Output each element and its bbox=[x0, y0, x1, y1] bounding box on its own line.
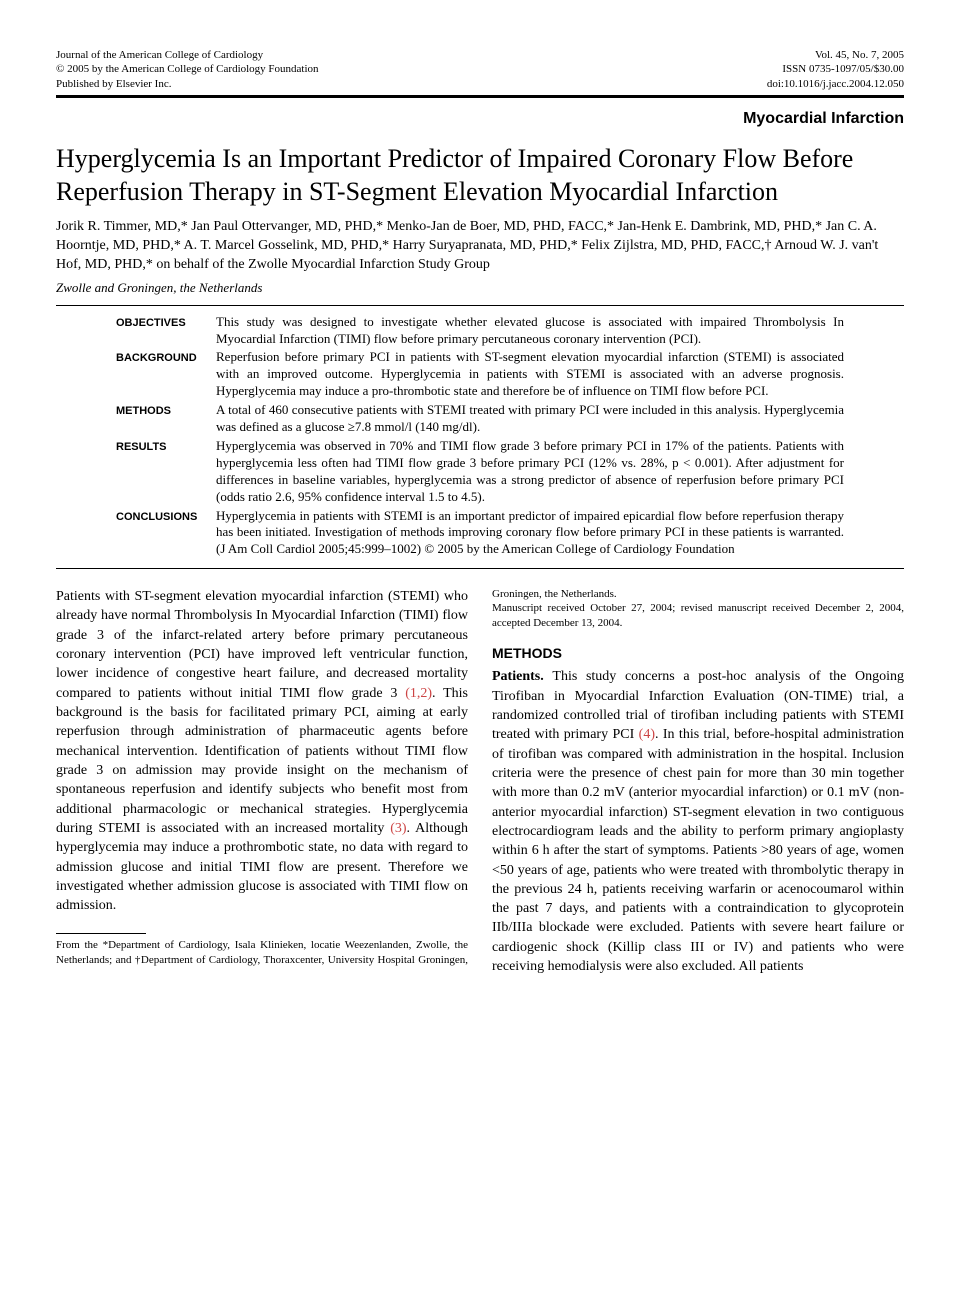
abs-label-conclusions: CONCLUSIONS bbox=[116, 508, 216, 559]
journal-name: Journal of the American College of Cardi… bbox=[56, 48, 319, 62]
abs-text-methods: A total of 460 consecutive patients with… bbox=[216, 402, 844, 436]
ref-1-2[interactable]: (1,2) bbox=[405, 686, 432, 701]
methods-text-b: . In this trial, before-hospital adminis… bbox=[492, 727, 904, 974]
author-list: Jorik R. Timmer, MD,* Jan Paul Ottervang… bbox=[56, 218, 904, 275]
intro-text-a: Patients with ST-segment elevation myoca… bbox=[56, 589, 468, 701]
volume-line: Vol. 45, No. 7, 2005 bbox=[767, 48, 904, 62]
affiliation-line: Zwolle and Groningen, the Netherlands bbox=[56, 279, 904, 297]
ref-4[interactable]: (4) bbox=[639, 727, 655, 742]
header-right: Vol. 45, No. 7, 2005 ISSN 0735-1097/05/$… bbox=[767, 48, 904, 91]
footnote-dates: Manuscript received October 27, 2004; re… bbox=[492, 601, 904, 630]
methods-paragraph: Patients. This study concerns a post-hoc… bbox=[492, 667, 904, 976]
abs-text-results: Hyperglycemia was observed in 70% and TI… bbox=[216, 438, 844, 506]
methods-heading: METHODS bbox=[492, 644, 904, 663]
journal-header: Journal of the American College of Cardi… bbox=[56, 48, 904, 91]
intro-text-b: . This background is the basis for facil… bbox=[56, 686, 468, 836]
abstract-results: RESULTS Hyperglycemia was observed in 70… bbox=[116, 438, 844, 506]
patients-runin: Patients. bbox=[492, 669, 552, 684]
abstract-conclusions: CONCLUSIONS Hyperglycemia in patients wi… bbox=[116, 508, 844, 559]
article-title: Hyperglycemia Is an Important Predictor … bbox=[56, 143, 904, 208]
abs-label-methods: METHODS bbox=[116, 402, 216, 436]
abs-label-background: BACKGROUND bbox=[116, 349, 216, 400]
issn-line: ISSN 0735-1097/05/$30.00 bbox=[767, 62, 904, 76]
abstract-objectives: OBJECTIVES This study was designed to in… bbox=[116, 314, 844, 348]
header-left: Journal of the American College of Cardi… bbox=[56, 48, 319, 91]
abstract-box: OBJECTIVES This study was designed to in… bbox=[56, 305, 904, 569]
footnote-rule bbox=[56, 933, 146, 934]
header-rule bbox=[56, 95, 904, 98]
abs-text-objectives: This study was designed to investigate w… bbox=[216, 314, 844, 348]
abs-text-conclusions: Hyperglycemia in patients with STEMI is … bbox=[216, 508, 844, 559]
publisher-line: Published by Elsevier Inc. bbox=[56, 77, 319, 91]
copyright-line: © 2005 by the American College of Cardio… bbox=[56, 62, 319, 76]
abs-label-results: RESULTS bbox=[116, 438, 216, 506]
body-columns: Patients with ST-segment elevation myoca… bbox=[56, 587, 904, 976]
intro-paragraph: Patients with ST-segment elevation myoca… bbox=[56, 587, 468, 915]
ref-3[interactable]: (3) bbox=[390, 821, 406, 836]
abs-text-background: Reperfusion before primary PCI in patien… bbox=[216, 349, 844, 400]
article-category: Myocardial Infarction bbox=[56, 108, 904, 130]
abs-label-objectives: OBJECTIVES bbox=[116, 314, 216, 348]
doi-line: doi:10.1016/j.jacc.2004.12.050 bbox=[767, 77, 904, 91]
abstract-methods: METHODS A total of 460 consecutive patie… bbox=[116, 402, 844, 436]
abstract-background: BACKGROUND Reperfusion before primary PC… bbox=[116, 349, 844, 400]
